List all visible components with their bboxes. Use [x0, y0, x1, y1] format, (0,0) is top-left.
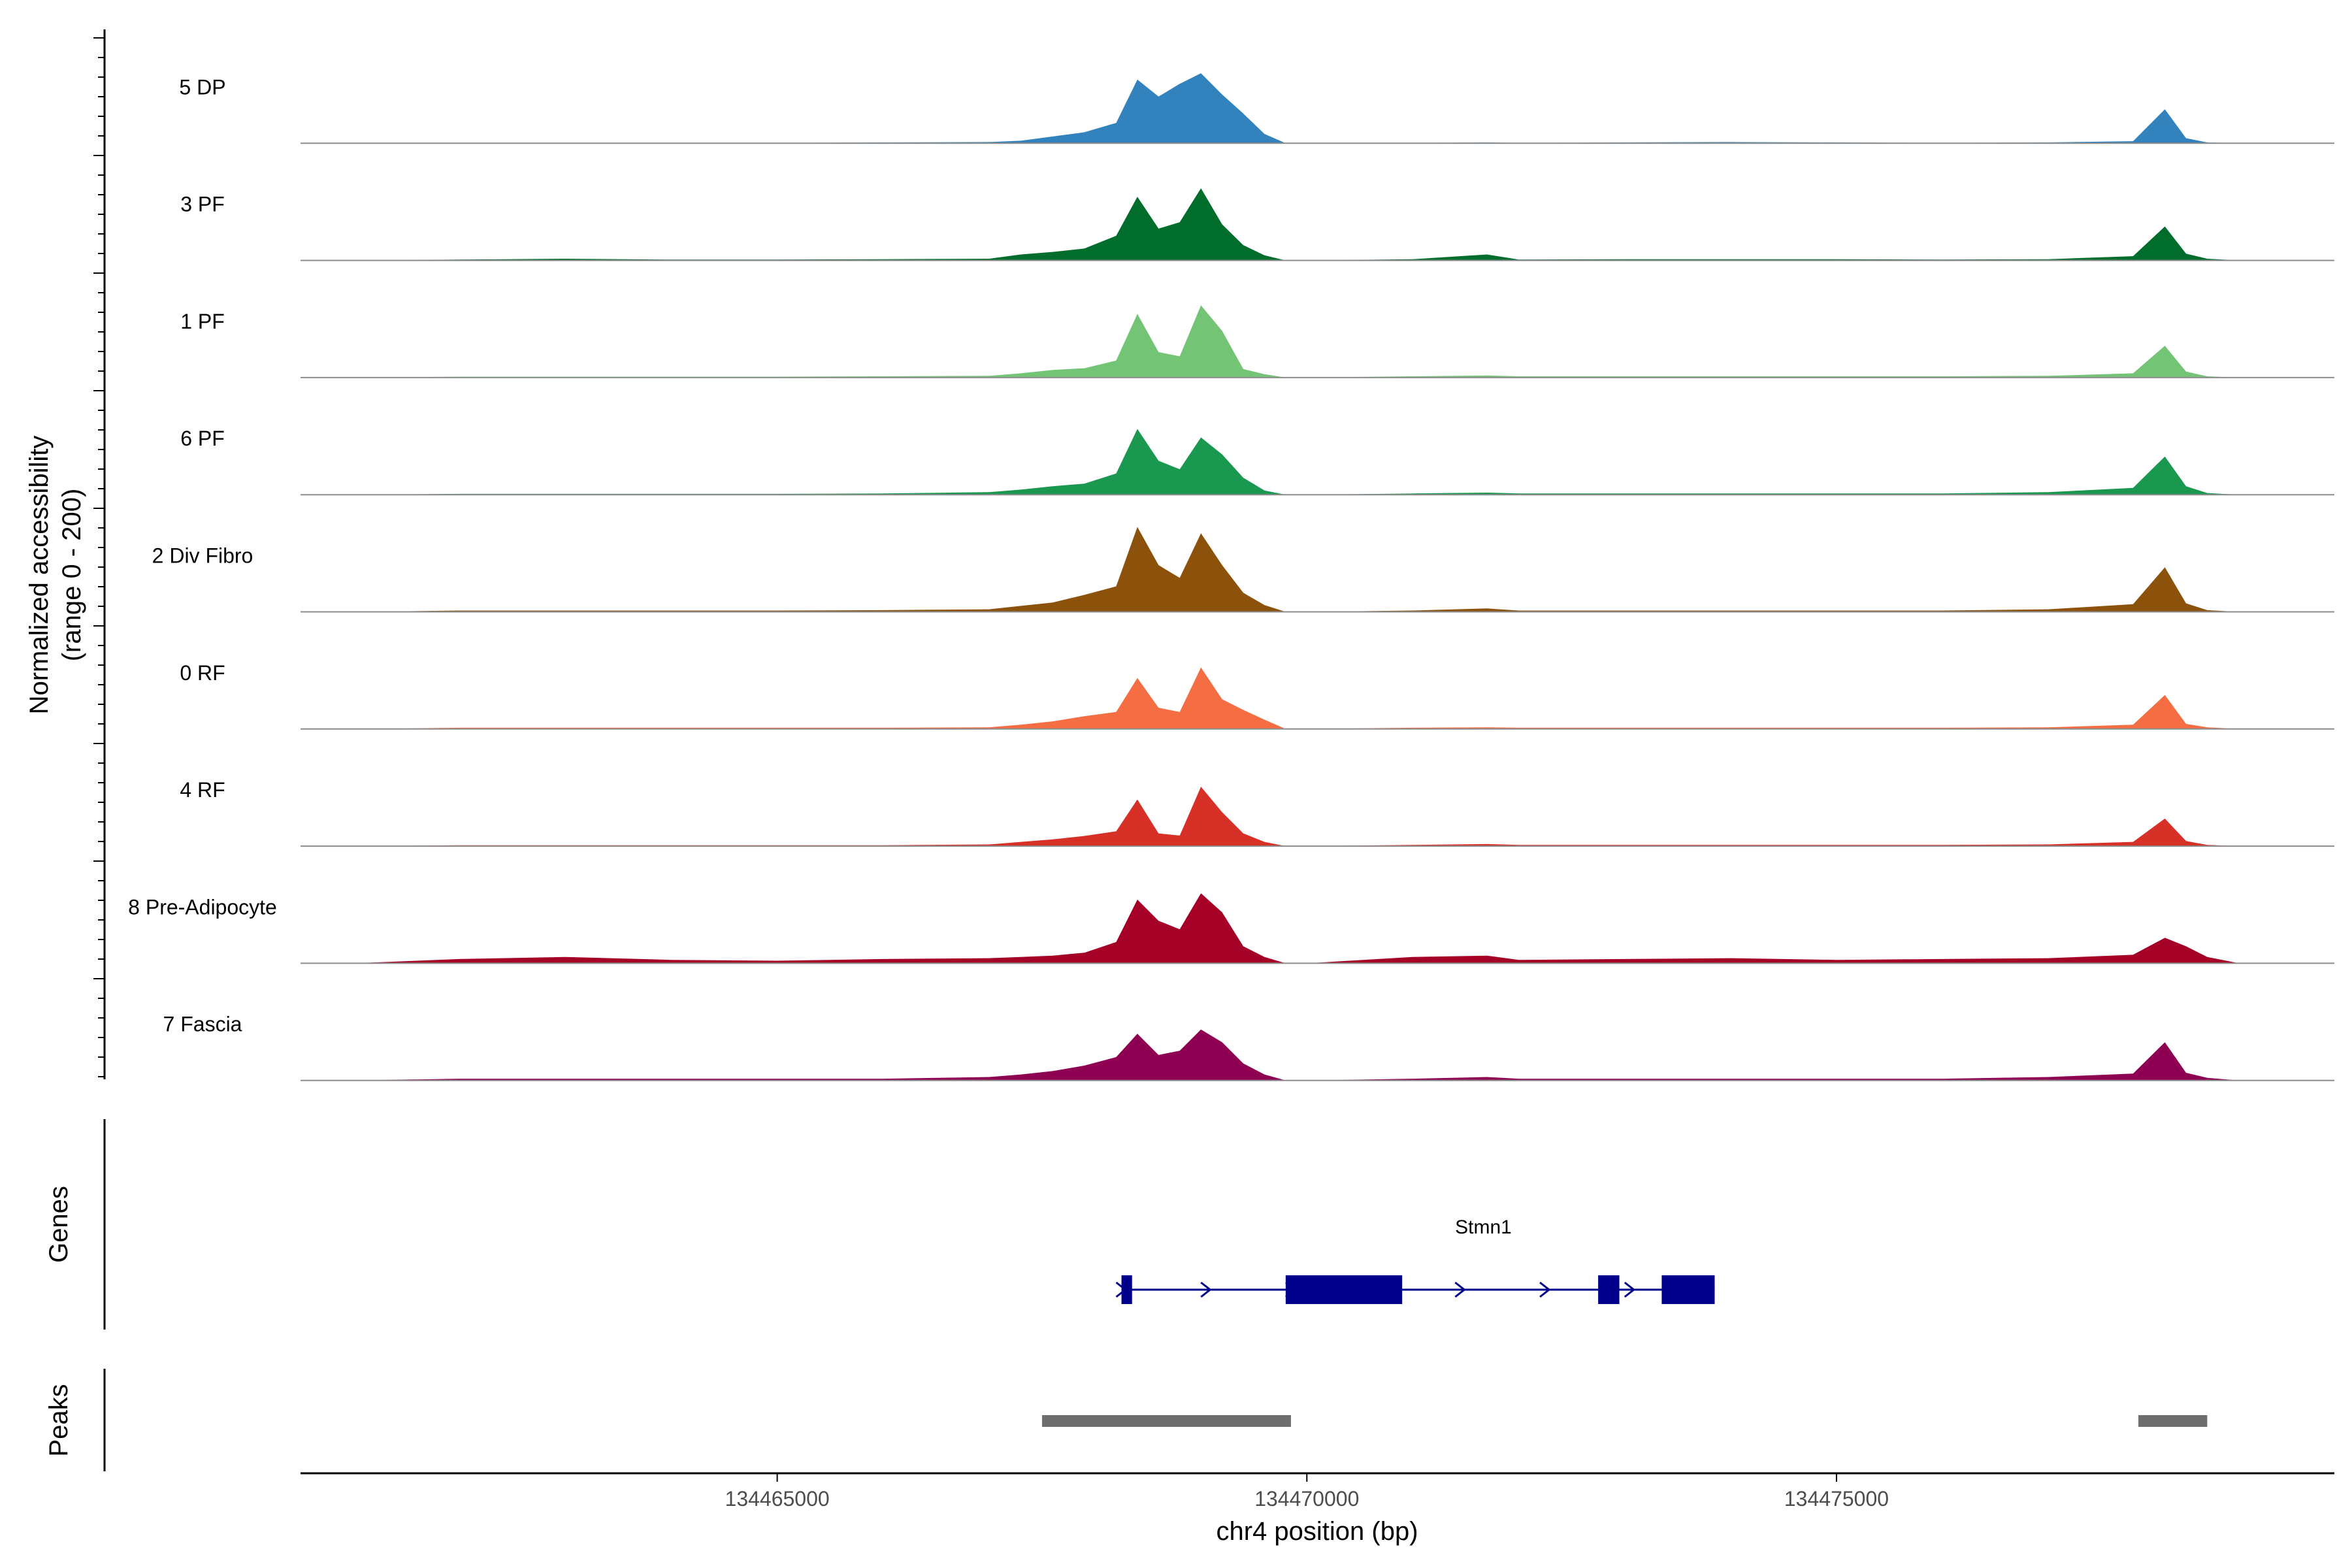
track-label-0-rf: 0 RF: [180, 661, 225, 685]
x-axis-label: chr4 position (bp): [1216, 1517, 1418, 1546]
gene-name-stmn1: Stmn1: [1455, 1217, 1512, 1238]
x-tick-label: 134465000: [725, 1487, 830, 1511]
peak-ranges: [1041, 1415, 2208, 1427]
track-label-3-pf: 3 PF: [180, 193, 225, 216]
track-label-4-rf: 4 RF: [180, 778, 225, 802]
track-8-pre-adipocyte: 8 Pre-Adipocyte: [128, 893, 2334, 964]
track-label-8-pre-adipocyte: 8 Pre-Adipocyte: [128, 895, 277, 919]
peak-range: [1041, 1415, 1291, 1427]
track-label-7-fascia: 7 Fascia: [163, 1013, 242, 1036]
strand-arrow-icon: [1200, 1281, 1212, 1298]
y-axis-label-line2: (range 0 - 200): [57, 489, 86, 662]
track-2-div-fibro: 2 Div Fibro: [152, 527, 2334, 613]
track-7-fascia: 7 Fascia: [163, 1013, 2334, 1081]
genes-track-label: Genes: [44, 1186, 73, 1263]
peak-range: [2138, 1415, 2208, 1427]
track-5-dp: 5 DP: [179, 73, 2334, 144]
track-label-5-dp: 5 DP: [179, 75, 225, 99]
gene-exon: [1661, 1275, 1715, 1304]
gene-exon: [1598, 1275, 1620, 1304]
strand-arrow-icon: [1454, 1281, 1466, 1298]
x-axis-ticks: 134465000 134470000 134475000: [725, 1473, 1889, 1511]
coverage-tracks: 5 DP 3 PF 1 PF 6 PF 2 Div Fibro 0 RF 4 RF 8 Pre…: [128, 73, 2334, 1081]
track-6-pf: 6 PF: [180, 427, 2334, 496]
strand-arrow-icon: [1624, 1281, 1636, 1298]
coverage-y-axis-ticks: [93, 37, 105, 1077]
x-tick-label: 134475000: [1784, 1487, 1889, 1511]
gene-model-stmn1: [1115, 1275, 1715, 1304]
gene-exon: [1285, 1275, 1403, 1304]
x-tick-label: 134470000: [1254, 1487, 1359, 1511]
track-3-pf: 3 PF: [180, 188, 2334, 261]
track-0-rf: 0 RF: [180, 661, 2334, 730]
y-axis-label-line1: Normalized accessibility: [25, 436, 54, 715]
track-label-1-pf: 1 PF: [180, 310, 225, 333]
peaks-track-label: Peaks: [44, 1384, 73, 1456]
track-1-pf: 1 PF: [180, 305, 2334, 378]
track-4-rf: 4 RF: [180, 778, 2334, 847]
strand-arrow-icon: [1539, 1281, 1551, 1298]
gene-exon: [1121, 1275, 1132, 1304]
track-label-6-pf: 6 PF: [180, 427, 225, 450]
track-label-2-div-fibro: 2 Div Fibro: [152, 544, 253, 568]
